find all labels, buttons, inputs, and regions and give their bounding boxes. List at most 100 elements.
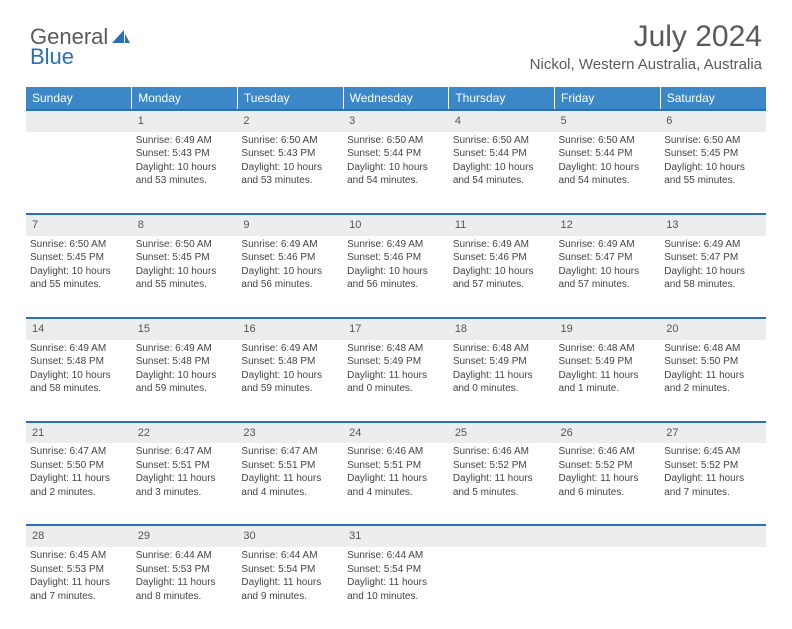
day-cell-body: Sunrise: 6:47 AMSunset: 5:50 PMDaylight:… xyxy=(30,443,128,499)
sunset-text: Sunset: 5:45 PM xyxy=(30,251,128,265)
day-cell: Sunrise: 6:49 AMSunset: 5:46 PMDaylight:… xyxy=(449,236,555,318)
day-cell: Sunrise: 6:49 AMSunset: 5:47 PMDaylight:… xyxy=(660,236,766,318)
day-cell: Sunrise: 6:50 AMSunset: 5:44 PMDaylight:… xyxy=(343,132,449,214)
day-cell xyxy=(449,547,555,629)
day-cell: Sunrise: 6:47 AMSunset: 5:50 PMDaylight:… xyxy=(26,443,132,525)
sunset-text: Sunset: 5:47 PM xyxy=(664,251,762,265)
sunset-text: Sunset: 5:45 PM xyxy=(136,251,234,265)
day-cell-body: Sunrise: 6:49 AMSunset: 5:47 PMDaylight:… xyxy=(664,236,762,292)
sunset-text: Sunset: 5:52 PM xyxy=(559,459,657,473)
month-title: July 2024 xyxy=(530,20,762,54)
day-cell-body: Sunrise: 6:48 AMSunset: 5:49 PMDaylight:… xyxy=(347,340,445,396)
sunrise-text: Sunrise: 6:49 AM xyxy=(347,238,445,252)
day-cell: Sunrise: 6:48 AMSunset: 5:50 PMDaylight:… xyxy=(660,340,766,422)
day-cell xyxy=(26,132,132,214)
day-cell-body: Sunrise: 6:44 AMSunset: 5:53 PMDaylight:… xyxy=(136,547,234,603)
day-number: 6 xyxy=(660,110,766,132)
sunrise-text: Sunrise: 6:44 AM xyxy=(136,549,234,563)
sunrise-text: Sunrise: 6:49 AM xyxy=(241,342,339,356)
day-cell: Sunrise: 6:50 AMSunset: 5:43 PMDaylight:… xyxy=(237,132,343,214)
day-cell xyxy=(555,547,661,629)
day-number xyxy=(449,525,555,547)
day-header: Tuesday xyxy=(237,87,343,110)
day-number: 20 xyxy=(660,318,766,340)
day-cell-body: Sunrise: 6:49 AMSunset: 5:48 PMDaylight:… xyxy=(136,340,234,396)
day-number: 3 xyxy=(343,110,449,132)
sunset-text: Sunset: 5:46 PM xyxy=(453,251,551,265)
day-number: 5 xyxy=(555,110,661,132)
day-cell: Sunrise: 6:50 AMSunset: 5:45 PMDaylight:… xyxy=(26,236,132,318)
daylight-text: Daylight: 10 hours and 54 minutes. xyxy=(453,161,551,188)
daylight-text: Daylight: 10 hours and 54 minutes. xyxy=(347,161,445,188)
daylight-text: Daylight: 11 hours and 2 minutes. xyxy=(30,472,128,499)
daylight-text: Daylight: 11 hours and 3 minutes. xyxy=(136,472,234,499)
sunset-text: Sunset: 5:48 PM xyxy=(241,355,339,369)
day-number: 16 xyxy=(237,318,343,340)
day-cell-body: Sunrise: 6:44 AMSunset: 5:54 PMDaylight:… xyxy=(241,547,339,603)
sunset-text: Sunset: 5:44 PM xyxy=(347,147,445,161)
day-cell-body: Sunrise: 6:50 AMSunset: 5:45 PMDaylight:… xyxy=(30,236,128,292)
logo-sail-icon xyxy=(110,28,132,46)
day-number: 9 xyxy=(237,214,343,236)
daylight-text: Daylight: 10 hours and 57 minutes. xyxy=(559,265,657,292)
day-cell-body: Sunrise: 6:50 AMSunset: 5:45 PMDaylight:… xyxy=(664,132,762,188)
daylight-text: Daylight: 11 hours and 5 minutes. xyxy=(453,472,551,499)
sunrise-text: Sunrise: 6:49 AM xyxy=(453,238,551,252)
week-daynum-row: 14151617181920 xyxy=(26,318,766,340)
day-cell-body: Sunrise: 6:45 AMSunset: 5:52 PMDaylight:… xyxy=(664,443,762,499)
sunrise-text: Sunrise: 6:50 AM xyxy=(559,134,657,148)
day-cell-body: Sunrise: 6:45 AMSunset: 5:53 PMDaylight:… xyxy=(30,547,128,603)
daylight-text: Daylight: 10 hours and 56 minutes. xyxy=(347,265,445,292)
day-cell: Sunrise: 6:50 AMSunset: 5:45 PMDaylight:… xyxy=(132,236,238,318)
day-cell-body: Sunrise: 6:49 AMSunset: 5:46 PMDaylight:… xyxy=(241,236,339,292)
day-number: 14 xyxy=(26,318,132,340)
day-cell-body: Sunrise: 6:50 AMSunset: 5:44 PMDaylight:… xyxy=(559,132,657,188)
sunset-text: Sunset: 5:52 PM xyxy=(664,459,762,473)
day-cell: Sunrise: 6:46 AMSunset: 5:52 PMDaylight:… xyxy=(449,443,555,525)
day-number: 28 xyxy=(26,525,132,547)
day-cell: Sunrise: 6:47 AMSunset: 5:51 PMDaylight:… xyxy=(132,443,238,525)
week-daynum-row: 21222324252627 xyxy=(26,422,766,444)
daylight-text: Daylight: 11 hours and 9 minutes. xyxy=(241,576,339,603)
sunrise-text: Sunrise: 6:44 AM xyxy=(241,549,339,563)
day-header: Thursday xyxy=(449,87,555,110)
day-header: Friday xyxy=(555,87,661,110)
sunrise-text: Sunrise: 6:49 AM xyxy=(241,238,339,252)
day-cell: Sunrise: 6:49 AMSunset: 5:47 PMDaylight:… xyxy=(555,236,661,318)
day-cell-body: Sunrise: 6:50 AMSunset: 5:45 PMDaylight:… xyxy=(136,236,234,292)
day-cell: Sunrise: 6:49 AMSunset: 5:48 PMDaylight:… xyxy=(26,340,132,422)
day-number xyxy=(555,525,661,547)
week-daynum-row: 123456 xyxy=(26,110,766,132)
day-cell: Sunrise: 6:49 AMSunset: 5:46 PMDaylight:… xyxy=(237,236,343,318)
sunset-text: Sunset: 5:49 PM xyxy=(453,355,551,369)
day-number: 31 xyxy=(343,525,449,547)
day-cell-body: Sunrise: 6:48 AMSunset: 5:49 PMDaylight:… xyxy=(559,340,657,396)
sunrise-text: Sunrise: 6:46 AM xyxy=(453,445,551,459)
day-number xyxy=(26,110,132,132)
day-cell-body: Sunrise: 6:49 AMSunset: 5:48 PMDaylight:… xyxy=(30,340,128,396)
day-number: 26 xyxy=(555,422,661,444)
day-cell: Sunrise: 6:46 AMSunset: 5:52 PMDaylight:… xyxy=(555,443,661,525)
day-header: Saturday xyxy=(660,87,766,110)
week-body-row: Sunrise: 6:49 AMSunset: 5:48 PMDaylight:… xyxy=(26,340,766,422)
daylight-text: Daylight: 11 hours and 1 minute. xyxy=(559,369,657,396)
sunrise-text: Sunrise: 6:46 AM xyxy=(347,445,445,459)
day-number: 17 xyxy=(343,318,449,340)
day-cell: Sunrise: 6:50 AMSunset: 5:44 PMDaylight:… xyxy=(555,132,661,214)
day-cell: Sunrise: 6:49 AMSunset: 5:43 PMDaylight:… xyxy=(132,132,238,214)
daylight-text: Daylight: 10 hours and 53 minutes. xyxy=(136,161,234,188)
daylight-text: Daylight: 10 hours and 55 minutes. xyxy=(136,265,234,292)
location-subtitle: Nickol, Western Australia, Australia xyxy=(530,56,762,73)
daylight-text: Daylight: 10 hours and 55 minutes. xyxy=(30,265,128,292)
day-cell-body: Sunrise: 6:49 AMSunset: 5:46 PMDaylight:… xyxy=(347,236,445,292)
sunrise-text: Sunrise: 6:48 AM xyxy=(453,342,551,356)
day-cell xyxy=(660,547,766,629)
sunrise-text: Sunrise: 6:49 AM xyxy=(30,342,128,356)
day-cell-body: Sunrise: 6:50 AMSunset: 5:44 PMDaylight:… xyxy=(347,132,445,188)
sunset-text: Sunset: 5:51 PM xyxy=(136,459,234,473)
day-cell: Sunrise: 6:47 AMSunset: 5:51 PMDaylight:… xyxy=(237,443,343,525)
day-cell-body: Sunrise: 6:48 AMSunset: 5:49 PMDaylight:… xyxy=(453,340,551,396)
day-cell: Sunrise: 6:50 AMSunset: 5:44 PMDaylight:… xyxy=(449,132,555,214)
day-number: 4 xyxy=(449,110,555,132)
daylight-text: Daylight: 10 hours and 53 minutes. xyxy=(241,161,339,188)
